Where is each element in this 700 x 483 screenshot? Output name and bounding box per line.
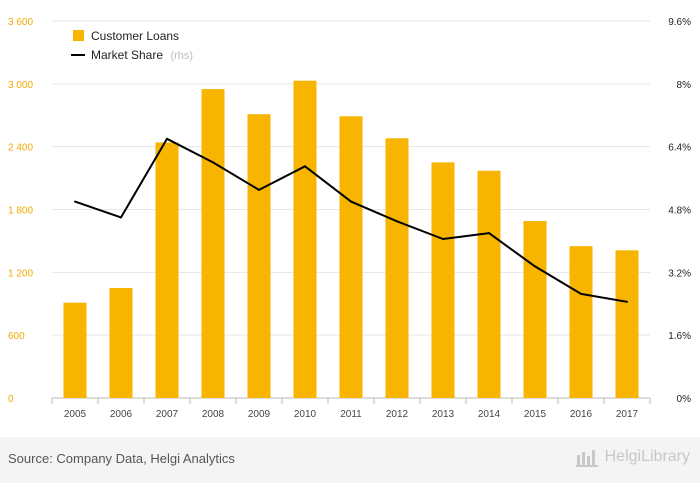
line-point bbox=[120, 216, 122, 219]
line-point bbox=[258, 188, 260, 191]
line-series-market-share bbox=[74, 137, 628, 303]
combo-chart: 0 600 1 200 1 800 2 400 3 000 3 600 0% 1.6% 3.2%… bbox=[8, 17, 691, 420]
legend-label-market-share-text: Market Share bbox=[91, 48, 163, 62]
right-axis-ticks: 0% 1.6% 3.2% 4.8% 6.4% 8% 9.6% bbox=[668, 17, 691, 405]
bar bbox=[247, 114, 271, 399]
brand-name: HelgiLibrary bbox=[604, 448, 690, 465]
left-axis-ticks: 0 600 1 200 1 800 2 400 3 000 3 600 bbox=[8, 17, 33, 405]
left-tick-label: 1 800 bbox=[8, 206, 33, 217]
legend-label-market-share-suffix: (rhs) bbox=[170, 50, 193, 62]
line-point bbox=[442, 237, 444, 240]
bar bbox=[155, 142, 179, 398]
left-tick-label: 600 bbox=[8, 331, 25, 342]
left-tick-label: 0 bbox=[8, 394, 14, 405]
line-point bbox=[166, 137, 168, 140]
line-point bbox=[488, 232, 490, 235]
right-tick-label: 8% bbox=[677, 80, 692, 91]
footer: Source: Company Data, Helgi Analytics He… bbox=[0, 437, 700, 483]
line-point bbox=[304, 165, 306, 168]
bar bbox=[385, 138, 409, 399]
line-point bbox=[350, 200, 352, 203]
bar bbox=[109, 288, 133, 398]
bar bbox=[201, 89, 225, 398]
line-point bbox=[626, 300, 628, 303]
bar bbox=[615, 250, 639, 398]
bar bbox=[293, 80, 317, 399]
line-point bbox=[74, 200, 76, 203]
source-text: Source: Company Data, Helgi Analytics bbox=[8, 451, 235, 466]
left-tick-label: 3 600 bbox=[8, 17, 33, 28]
x-tick-label: 2013 bbox=[432, 409, 455, 420]
left-tick-label: 3 000 bbox=[8, 80, 33, 91]
legend-label-market-share: Market Share (rhs) bbox=[91, 46, 193, 63]
left-tick-label: 1 200 bbox=[8, 268, 33, 279]
bar bbox=[339, 116, 363, 398]
bar-series-customer-loans bbox=[63, 80, 639, 399]
x-tick-label: 2007 bbox=[156, 409, 179, 420]
brand-logo: HelgiLibrary bbox=[575, 447, 690, 467]
right-tick-label: 4.8% bbox=[668, 206, 691, 217]
bar bbox=[569, 246, 593, 398]
legend: Customer Loans Market Share (rhs) bbox=[71, 29, 193, 63]
x-tick-label: 2005 bbox=[64, 409, 87, 420]
x-tick-label: 2009 bbox=[248, 409, 271, 420]
bar bbox=[523, 221, 547, 398]
right-tick-label: 9.6% bbox=[668, 17, 691, 28]
x-tick-label: 2012 bbox=[386, 409, 409, 420]
x-tick-label: 2006 bbox=[110, 409, 133, 420]
right-tick-label: 1.6% bbox=[668, 331, 691, 342]
x-tick-label: 2008 bbox=[202, 409, 225, 420]
bar bbox=[63, 302, 87, 398]
right-tick-label: 6.4% bbox=[668, 143, 691, 154]
legend-swatch-customer-loans bbox=[73, 30, 84, 41]
x-tick-label: 2016 bbox=[570, 409, 593, 420]
right-tick-label: 3.2% bbox=[668, 268, 691, 279]
left-tick-label: 2 400 bbox=[8, 143, 33, 154]
x-tick-label: 2014 bbox=[478, 409, 501, 420]
x-tick-label: 2015 bbox=[524, 409, 547, 420]
bar bbox=[431, 162, 455, 398]
line-point bbox=[580, 292, 582, 295]
x-tick-label: 2011 bbox=[340, 409, 362, 420]
line-point bbox=[534, 265, 536, 268]
x-tick-label: 2017 bbox=[616, 409, 639, 420]
right-tick-label: 0% bbox=[677, 394, 692, 405]
x-axis-ticks: 2005 2006 2007 2008 2009 2010 2011 2012 2013 2014… bbox=[64, 409, 639, 420]
library-icon bbox=[575, 450, 598, 467]
bar bbox=[477, 170, 501, 398]
x-tick-label: 2010 bbox=[294, 409, 317, 420]
legend-label-customer-loans: Customer Loans bbox=[91, 29, 179, 43]
line-point bbox=[396, 220, 398, 223]
line-point bbox=[212, 161, 214, 164]
